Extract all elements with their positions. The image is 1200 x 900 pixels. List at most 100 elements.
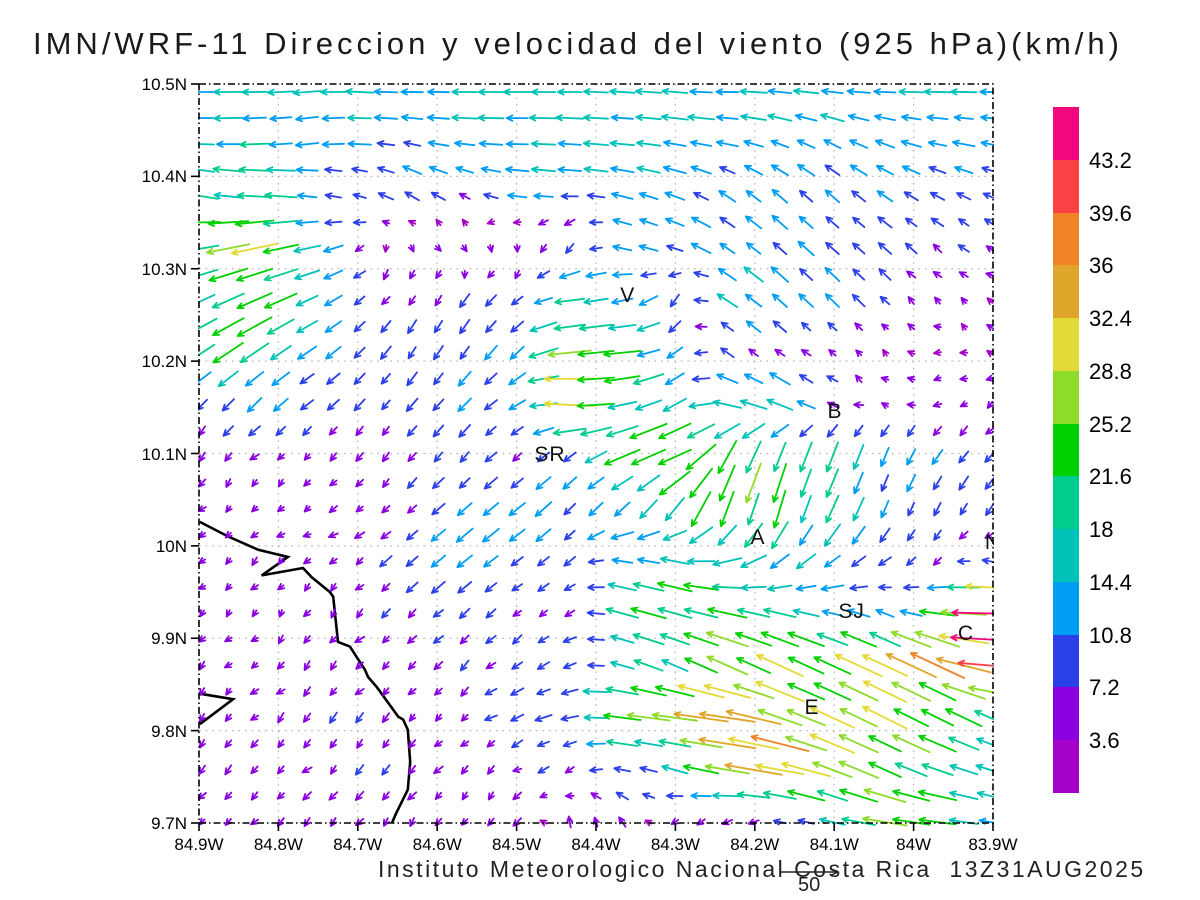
colorbar-label: 39.6 [1089, 200, 1132, 226]
wind-arrow [693, 191, 709, 201]
wind-arrow [959, 400, 968, 408]
wind-arrow [611, 191, 634, 200]
wind-arrow [221, 398, 235, 412]
wind-arrow [635, 113, 662, 121]
wind-arrow [560, 192, 579, 200]
wind-arrow [355, 425, 364, 437]
wind-arrow [838, 734, 879, 754]
wind-arrow [930, 217, 945, 228]
wind-arrow [717, 267, 737, 282]
wind-arrow [223, 661, 233, 669]
wind-arrow [216, 140, 241, 148]
wind-arrow [538, 609, 549, 618]
wind-arrow [933, 501, 942, 517]
wind-arrow [250, 818, 259, 826]
wind-arrow [355, 452, 364, 462]
wind-arrow [238, 166, 271, 174]
y-tick-label: 10.3N [141, 259, 187, 279]
wind-arrow [484, 344, 498, 361]
wind-arrow [662, 165, 687, 175]
wind-arrow [880, 375, 890, 383]
wind-arrow [353, 270, 367, 279]
wind-arrow [276, 661, 285, 670]
wind-arrow [636, 530, 661, 541]
wind-arrow [826, 375, 839, 383]
wind-arrow [330, 582, 338, 592]
wind-arrow [528, 114, 559, 122]
wind-arrow [483, 555, 499, 568]
colorbar-label: 7.2 [1089, 675, 1120, 701]
wind-arrow [684, 657, 718, 674]
wind-arrow [613, 765, 632, 773]
wind-arrow [743, 139, 764, 148]
wind-arrow [610, 165, 635, 174]
wind-arrow [986, 349, 994, 358]
wind-arrow [954, 165, 974, 174]
wind-arrow [787, 789, 826, 802]
wind-arrow [907, 296, 915, 305]
wind-arrow [485, 634, 497, 645]
wind-arrow [907, 501, 915, 517]
wind-arrow [958, 450, 970, 464]
x-tick-label: 84.8W [253, 835, 303, 854]
wind-arrow [486, 740, 496, 748]
wind-arrow [377, 166, 395, 174]
wind-arrow [980, 114, 994, 122]
wind-arrow [812, 761, 853, 778]
wind-arrow [537, 635, 550, 644]
colorbar-label: 28.8 [1089, 358, 1132, 384]
wind-arrow [704, 763, 751, 775]
wind-arrow [881, 402, 890, 410]
wind-arrow [614, 501, 631, 517]
wind-arrow [841, 816, 876, 826]
wind-arrow [705, 631, 749, 648]
wind-arrow [354, 635, 365, 644]
wind-arrow [408, 295, 416, 306]
wind-arrow [382, 791, 390, 801]
wind-arrow [918, 734, 957, 753]
wind-arrow [852, 496, 865, 522]
wind-arrow [959, 425, 969, 437]
wind-arrow [932, 400, 943, 408]
wind-arrow [669, 293, 680, 308]
wind-arrow [352, 218, 367, 226]
wind-arrow [324, 219, 343, 227]
wind-arrow [785, 735, 828, 752]
wind-arrow [852, 268, 866, 281]
wind-arrow [583, 88, 609, 96]
colorbar-segment [1053, 529, 1079, 582]
wind-arrow [881, 323, 889, 331]
wind-arrow [536, 270, 551, 279]
wind-arrow [353, 295, 366, 306]
wind-arrow [638, 295, 659, 306]
wind-arrow [757, 708, 803, 727]
wind-arrow [589, 766, 603, 774]
wind-arrow [636, 165, 661, 174]
wind-arrow [720, 347, 735, 359]
wind-arrow [656, 581, 693, 593]
wind-arrow [781, 761, 832, 778]
wind-arrow [875, 608, 895, 618]
wind-arrow [666, 346, 684, 359]
wind-arrow [956, 192, 972, 201]
wind-arrow [879, 527, 891, 543]
wind-arrow [715, 88, 740, 96]
wind-arrow [826, 401, 838, 409]
wind-arrow [302, 791, 312, 801]
wind-arrow [250, 765, 259, 775]
wind-arrow [505, 166, 530, 174]
wind-arrow [459, 319, 471, 335]
wind-arrow [609, 140, 635, 148]
wind-arrow [330, 608, 338, 619]
wind-arrow [198, 635, 207, 643]
wind-arrow [957, 659, 994, 667]
wind-arrow [408, 764, 417, 775]
wind-arrow [458, 607, 471, 620]
wind-arrow [855, 349, 863, 358]
wind-arrow [509, 345, 525, 360]
wind-arrow [578, 323, 614, 332]
wind-arrow [629, 423, 668, 440]
wind-arrow [703, 683, 752, 699]
wind-arrow [455, 165, 474, 174]
wind-arrow [224, 764, 233, 776]
